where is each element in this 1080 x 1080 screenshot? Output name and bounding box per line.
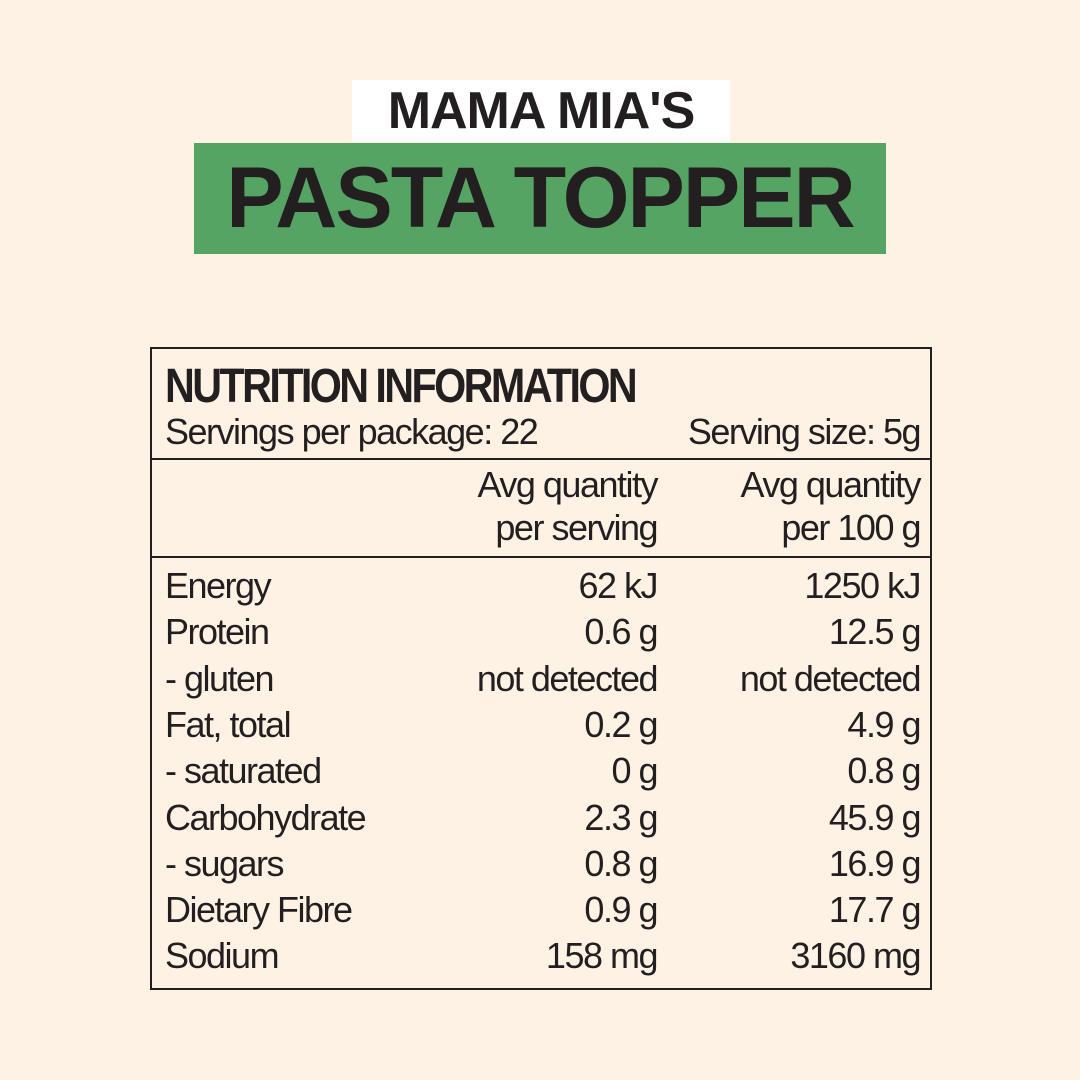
column-header-per-100g: Avg quantity per 100 g [740, 463, 922, 549]
per-serving-value: 62 kJ [578, 565, 658, 606]
nutrient-label: - gluten [165, 657, 275, 699]
nutrient-row: Protein 0.6 g 12.5 g [152, 609, 930, 655]
nutrient-row: Dietary Fibre 0.9 g 17.7 g [152, 887, 930, 933]
per-100g-value: not detected [739, 657, 922, 699]
per-serving-value: 0.8 g [584, 842, 658, 884]
divider [152, 556, 930, 558]
nutrient-label: - saturated [165, 750, 322, 792]
nutrient-row: Fat, total 0.2 g 4.9 g [152, 702, 930, 748]
per-100g-value: 45.9 g [828, 796, 922, 838]
serving-size: Serving size: 5g [687, 411, 922, 452]
per-100g-value: 0.8 g [847, 750, 921, 792]
brand-name: MAMA MIA'S [352, 80, 730, 142]
column-header-per-serving: Avg quantity per serving [477, 463, 659, 549]
servings-per-package: Servings per package: 22 [165, 411, 539, 452]
nutrient-label: - sugars [165, 842, 285, 884]
nutrient-label: Carbohydrate [165, 796, 367, 838]
nutrient-label: Protein [165, 611, 270, 653]
nutrition-panel: NUTRITION INFORMATION Servings per packa… [150, 347, 932, 990]
per-100g-value: 16.9 g [828, 842, 922, 884]
column-header-line: Avg quantity [477, 464, 659, 505]
per-serving-value: 0.2 g [584, 703, 658, 745]
per-serving-value: not detected [476, 657, 659, 699]
per-serving-value: 0.6 g [584, 611, 658, 653]
nutrient-row: - saturated 0 g 0.8 g [152, 748, 930, 794]
per-100g-value: 3160 mg [790, 935, 921, 977]
per-serving-value: 2.3 g [584, 796, 658, 838]
divider [152, 458, 930, 460]
nutrient-row: - sugars 0.8 g 16.9 g [152, 841, 930, 887]
nutrient-label: Energy [165, 565, 272, 606]
nutrition-title: NUTRITION INFORMATION [165, 360, 638, 413]
nutrient-row: - gluten not detected not detected [152, 656, 930, 702]
nutrient-label: Dietary Fibre [165, 889, 353, 931]
nutrient-label: Sodium [165, 935, 280, 977]
column-header-line: per serving [495, 507, 658, 548]
nutrient-row: Sodium 158 mg 3160 mg [152, 933, 930, 979]
per-serving-value: 158 mg [545, 935, 659, 977]
nutrient-label: Fat, total [165, 703, 292, 745]
per-100g-value: 4.9 g [847, 703, 921, 745]
per-100g-value: 17.7 g [828, 889, 922, 931]
column-header-line: per 100 g [781, 507, 921, 548]
nutrient-row: Carbohydrate 2.3 g 45.9 g [152, 795, 930, 841]
per-100g-value: 12.5 g [828, 611, 922, 653]
per-serving-value: 0.9 g [584, 889, 658, 931]
column-header-line: Avg quantity [740, 464, 922, 505]
per-serving-value: 0 g [611, 750, 658, 792]
nutrient-row: Energy 62 kJ 1250 kJ [152, 563, 930, 609]
product-name: PASTA TOPPER [194, 143, 886, 254]
per-100g-value: 1250 kJ [804, 565, 921, 606]
